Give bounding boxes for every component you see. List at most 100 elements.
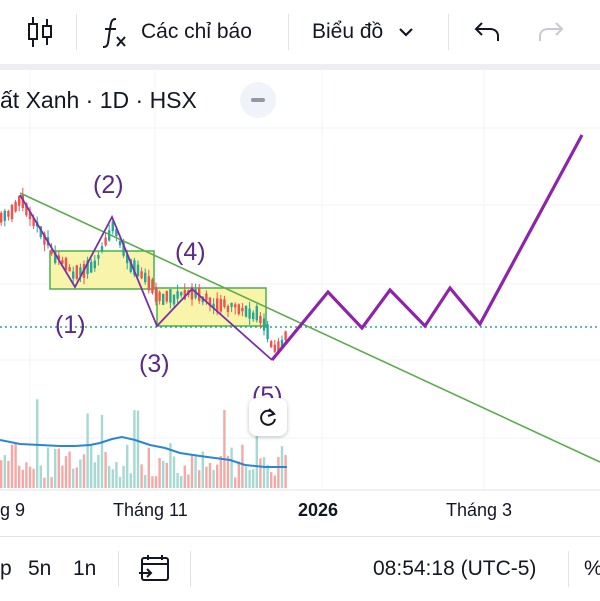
- candle-body: [280, 339, 284, 348]
- percent-scale-button[interactable]: %: [584, 537, 600, 601]
- candle-body: [97, 255, 100, 259]
- candle-body: [176, 291, 179, 299]
- volume-bar: [151, 476, 154, 488]
- volume-bar: [28, 466, 32, 488]
- candle-body: [75, 265, 78, 279]
- volume-bar: [108, 465, 111, 488]
- candle-body: [183, 289, 186, 300]
- volume-bar: [32, 468, 35, 488]
- volume-bar: [252, 469, 255, 488]
- chart-type-label: Biểu đồ: [312, 20, 384, 43]
- volume-bar: [90, 443, 93, 488]
- candle-body: [198, 287, 201, 301]
- candle-body: [147, 276, 150, 291]
- candle-body: [39, 226, 42, 238]
- candle-body: [180, 292, 183, 296]
- reset-chart-button[interactable]: [249, 398, 287, 436]
- volume-bar: [259, 458, 262, 488]
- volume-bar: [266, 464, 269, 488]
- volume-bar: [115, 462, 118, 488]
- bottom-divider: [118, 551, 119, 587]
- volume-bar: [100, 414, 104, 488]
- candle-body: [255, 306, 258, 321]
- candle-body: [151, 279, 154, 293]
- undo-button[interactable]: [474, 0, 500, 64]
- candle-body: [126, 254, 129, 264]
- candle-body: [144, 272, 147, 283]
- symbol-legend[interactable]: ất Xanh · 1D · HSX: [0, 82, 197, 118]
- candle-body: [165, 291, 168, 302]
- redo-arrow-icon: [539, 22, 564, 41]
- volume-bar: [284, 455, 287, 488]
- volume-bar: [43, 477, 46, 488]
- candle-body: [252, 312, 255, 320]
- candle-body: [43, 233, 46, 245]
- function-fx-icon: [102, 18, 126, 48]
- candle-body: [262, 318, 266, 331]
- volume-bar: [219, 455, 222, 488]
- reset-rotate-icon: [260, 408, 276, 426]
- candle-body: [0, 212, 3, 223]
- candle-body: [212, 303, 215, 308]
- range-button-5n[interactable]: 5n: [28, 557, 52, 580]
- volume-bar: [14, 443, 17, 488]
- candle-body: [140, 271, 143, 279]
- go-to-date-button[interactable]: [138, 537, 172, 601]
- clock-timezone-button[interactable]: 08:54:18 (UTC-5): [373, 557, 537, 580]
- candle-body: [50, 249, 53, 255]
- candle-body: [234, 304, 237, 308]
- volume-bar: [126, 444, 129, 488]
- redo-button[interactable]: [538, 0, 564, 64]
- candlestick-chart-button[interactable]: [20, 0, 60, 64]
- bottom-divider: [190, 551, 191, 587]
- volume-bar: [129, 473, 132, 488]
- candle-body: [72, 271, 75, 279]
- volume-bar: [223, 409, 226, 488]
- candle-body: [54, 251, 57, 263]
- bottom-toolbar: p 5n 1n 08:54:18 (UTC-5) %: [0, 536, 600, 601]
- candlestick-chart-icon: [28, 17, 52, 47]
- candle-body: [237, 304, 240, 315]
- volume-bar: [39, 465, 42, 488]
- candle-body: [28, 211, 32, 220]
- range-button-partial[interactable]: p: [0, 557, 12, 580]
- candle-body: [3, 210, 6, 221]
- candle-body: [57, 255, 60, 260]
- candle-body: [133, 260, 136, 275]
- candle-body: [100, 246, 104, 252]
- wave-label-3: (3): [139, 350, 170, 378]
- volume-bar: [82, 454, 86, 488]
- volume-bar: [154, 476, 158, 488]
- candle-body: [273, 344, 276, 352]
- chart-type-dropdown[interactable]: Biểu đồ: [312, 0, 415, 64]
- candle-body: [158, 292, 161, 301]
- minus-icon: [251, 98, 265, 102]
- candle-body: [79, 267, 82, 276]
- chart-toolbar: Các chỉ báo Biểu đồ: [0, 0, 600, 64]
- volume-bar: [187, 474, 190, 488]
- volume-bar: [86, 413, 89, 488]
- indicators-button[interactable]: Các chỉ báo: [100, 0, 252, 64]
- volume-bar: [176, 472, 179, 488]
- candle-body: [277, 341, 280, 352]
- candle-body: [162, 294, 165, 305]
- candle-body: [241, 307, 244, 312]
- x-axis-label-mar: Tháng 3: [446, 500, 513, 520]
- legend-collapse-button[interactable]: [240, 82, 276, 118]
- candle-body: [64, 257, 68, 271]
- candle-body: [7, 210, 10, 217]
- candle-body: [122, 242, 125, 256]
- candle-body: [230, 302, 233, 307]
- candle-body: [129, 259, 132, 273]
- candle-body: [18, 196, 21, 206]
- candle-body: [216, 298, 219, 313]
- volume-bar: [190, 454, 194, 488]
- toolbar-divider: [448, 14, 449, 50]
- volume-bar: [255, 403, 258, 488]
- volume-bar: [68, 451, 71, 488]
- volume-bar: [7, 460, 10, 488]
- volume-bar: [122, 465, 125, 488]
- candle-body: [86, 260, 89, 274]
- range-button-1n[interactable]: 1n: [73, 557, 97, 580]
